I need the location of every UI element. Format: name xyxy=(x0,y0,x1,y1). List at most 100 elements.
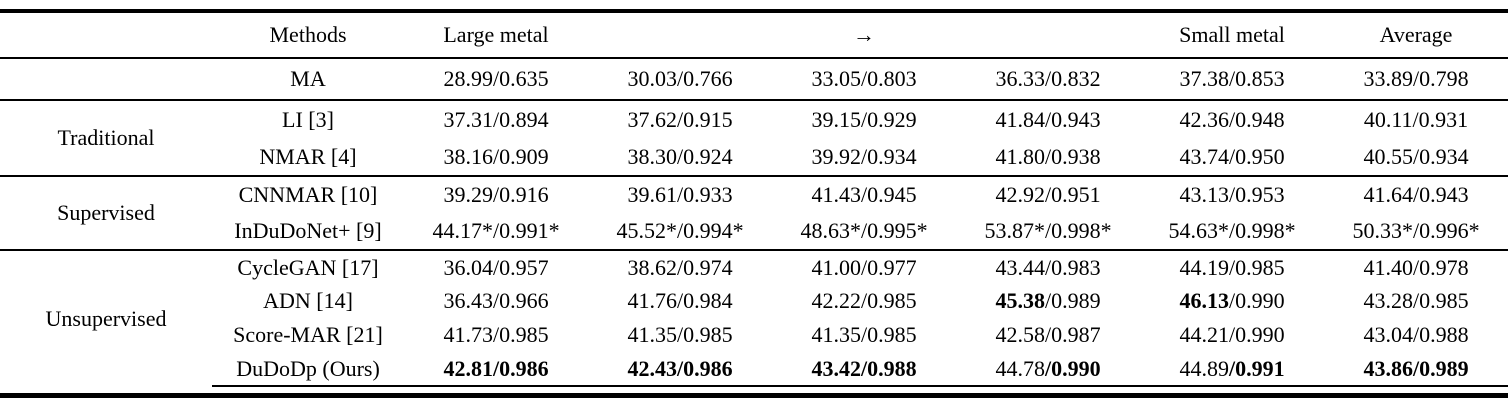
ssim-value: 0.950 xyxy=(1235,143,1285,169)
ssim-value: 0.916 xyxy=(499,182,549,207)
ssim-value: 0.934 xyxy=(1419,143,1469,169)
ssim-value: 0.985 xyxy=(1419,288,1469,313)
metric-separator: / xyxy=(676,143,684,169)
metric-separator: / xyxy=(1044,218,1052,243)
metric-cell: 38.16/0.909 xyxy=(404,138,588,176)
metric-separator: / xyxy=(860,355,868,381)
metric-cell: 30.03/0.766 xyxy=(588,57,772,100)
ssim-value: 0.991 xyxy=(1235,355,1285,381)
ssim-value: 0.832 xyxy=(1051,66,1101,91)
psnr-value: 37.31 xyxy=(443,106,493,132)
metric-cell: 38.30/0.924 xyxy=(588,138,772,176)
ssim-value: 0.985 xyxy=(499,322,549,347)
metric-separator: / xyxy=(1044,106,1052,132)
metric-separator: / xyxy=(860,288,868,313)
metric-separator: / xyxy=(1228,106,1236,132)
psnr-value: 39.29 xyxy=(443,182,493,207)
metric-separator: / xyxy=(1412,143,1420,169)
metric-separator: / xyxy=(492,218,500,243)
metric-separator: / xyxy=(1044,322,1052,347)
header-group-spacer xyxy=(0,9,212,59)
psnr-value: 36.33 xyxy=(995,66,1045,91)
ssim-value: 0.798 xyxy=(1419,66,1469,91)
table-row: DuDoDp (Ours) 42.81/0.986 42.43/0.986 43.42… xyxy=(0,352,1508,387)
ssim-value: 0.996* xyxy=(1419,218,1480,243)
ssim-value: 0.989 xyxy=(1051,288,1101,313)
metric-cell: 43.86/0.989 xyxy=(1324,352,1508,387)
metric-cell: 36.33/0.832 xyxy=(956,57,1140,100)
psnr-value: 40.55 xyxy=(1363,143,1413,169)
metric-separator: / xyxy=(676,218,684,243)
metric-cell: 41.00/0.977 xyxy=(772,249,956,284)
table-row: Score-MAR [21] 41.73/0.985 41.35/0.985 41.3… xyxy=(0,318,1508,352)
psnr-value: 42.58 xyxy=(995,322,1045,347)
ssim-value: 0.991* xyxy=(499,218,560,243)
metric-cell: 44.21/0.990 xyxy=(1140,318,1324,352)
metric-cell: 33.05/0.803 xyxy=(772,57,956,100)
metric-cell: 50.33*/0.996* xyxy=(1324,213,1508,250)
ssim-value: 0.986 xyxy=(683,355,733,381)
table-row: InDuDoNet+ [9] 44.17*/0.991* 45.52*/0.994*… xyxy=(0,213,1508,250)
psnr-value: 44.17* xyxy=(432,218,493,243)
ssim-value: 0.988 xyxy=(867,355,917,381)
metric-separator: / xyxy=(492,143,500,169)
psnr-value: 38.30 xyxy=(627,143,677,169)
metric-separator: / xyxy=(1044,288,1052,313)
psnr-value: 48.63* xyxy=(800,218,861,243)
metric-separator: / xyxy=(1228,143,1236,169)
psnr-value: 43.44 xyxy=(995,254,1045,280)
metric-cell: 36.04/0.957 xyxy=(404,249,588,284)
psnr-value: 41.76 xyxy=(627,288,677,313)
ssim-value: 0.990 xyxy=(1051,355,1101,381)
metric-separator: / xyxy=(676,66,684,91)
metric-cell: 39.15/0.929 xyxy=(772,99,956,138)
psnr-value: 50.33* xyxy=(1352,218,1413,243)
metric-separator: / xyxy=(492,288,500,313)
metric-separator: / xyxy=(860,66,868,91)
ssim-value: 0.987 xyxy=(1051,322,1101,347)
metric-separator: / xyxy=(1228,66,1236,91)
psnr-value: 44.78 xyxy=(995,355,1045,381)
method-name: Score-MAR [21] xyxy=(233,322,383,347)
method-name: InDuDoNet+ [9] xyxy=(234,218,382,243)
metric-cell: 41.35/0.985 xyxy=(588,318,772,352)
psnr-value: 42.36 xyxy=(1179,106,1229,132)
metric-cell: 40.11/0.931 xyxy=(1324,99,1508,138)
method-name: CNNMAR [10] xyxy=(212,175,404,213)
metric-cell: 43.04/0.988 xyxy=(1324,318,1508,352)
ssim-value: 0.966 xyxy=(499,288,549,313)
ssim-value: 0.945 xyxy=(867,182,917,207)
psnr-value: 41.73 xyxy=(443,322,493,347)
ssim-value: 0.995* xyxy=(867,218,928,243)
psnr-value: 41.43 xyxy=(811,182,861,207)
table-row: Supervised CNNMAR [10] 39.29/0.916 39.61/0.… xyxy=(0,175,1508,250)
results-table: Methods Large metal → Small metal Averag… xyxy=(0,9,1508,387)
psnr-value: 45.38 xyxy=(995,288,1045,313)
psnr-value: 53.87* xyxy=(984,218,1045,243)
header-small-metal: Small metal xyxy=(1140,9,1324,59)
header-methods: Methods xyxy=(212,9,404,59)
method-name: NMAR [4] xyxy=(259,143,357,169)
ssim-value: 0.989 xyxy=(1419,355,1469,381)
metric-separator: / xyxy=(676,254,684,280)
ssim-value: 0.985 xyxy=(867,288,917,313)
metric-separator: / xyxy=(676,322,684,347)
psnr-value: 41.64 xyxy=(1363,182,1413,207)
metric-cell: 44.78/0.990 xyxy=(956,352,1140,387)
metric-cell: 45.38/0.989 xyxy=(956,284,1140,318)
method-name: MA xyxy=(212,57,404,100)
ssim-value: 0.894 xyxy=(499,106,549,132)
metric-cell: 43.74/0.950 xyxy=(1140,138,1324,176)
table-row: Traditional LI [3] 37.31/0.894 37.62/0.915 3… xyxy=(0,99,1508,176)
group-label: Unsupervised xyxy=(0,249,212,386)
metric-cell: 42.22/0.985 xyxy=(772,284,956,318)
metric-cell: 41.64/0.943 xyxy=(1324,175,1508,213)
metric-separator: / xyxy=(1412,288,1420,313)
metric-separator: / xyxy=(1044,355,1052,381)
psnr-value: 45.52* xyxy=(616,218,677,243)
psnr-value: 44.89 xyxy=(1179,355,1229,381)
metric-separator: / xyxy=(492,322,500,347)
ssim-value: 0.803 xyxy=(867,66,917,91)
method-name: ADN [14] xyxy=(263,288,353,313)
psnr-value: 28.99 xyxy=(443,66,493,91)
